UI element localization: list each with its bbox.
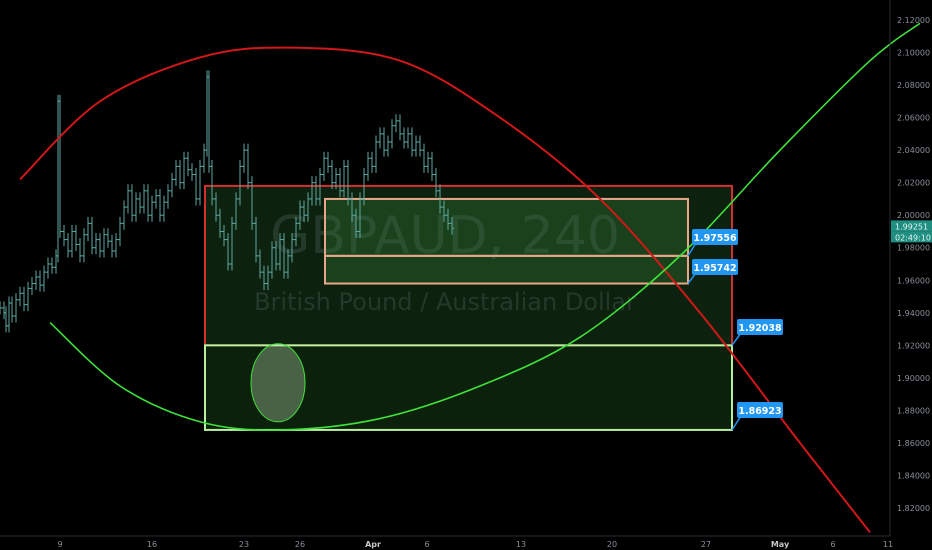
price-label-connector: [731, 415, 742, 431]
time-axis[interactable]: 9 16 23 26 Apr 6 13 20 27 May 6 11: [0, 535, 893, 549]
watermark-description-text: British Pound / Australian Dollar: [254, 288, 636, 316]
arc-drawings: [19, 22, 921, 534]
time-tick-label: May: [771, 540, 790, 549]
candlestick-series: [0, 70, 454, 333]
target-ellipse: [250, 343, 306, 423]
last-price-text: 1.99251: [895, 222, 928, 231]
price-label-connector: [731, 332, 742, 346]
price-tick-label: 1.84000: [897, 471, 930, 480]
price-label-box: [737, 319, 783, 335]
price-tick-label: 1.86000: [897, 439, 930, 448]
price-tick-label: 1.90000: [897, 374, 930, 383]
time-tick-label: 26: [295, 540, 305, 549]
price-axis[interactable]: 2.12000 2.10000 2.08000 2.06000 2.04000 2.020…: [889, 0, 932, 536]
price-tick-label: 1.98000: [897, 244, 930, 253]
zone-rect-2: [324, 197, 689, 257]
price-tick-label: 2.04000: [897, 146, 930, 155]
price-tick-label: 2.10000: [897, 49, 930, 58]
time-tick-label: Apr: [365, 540, 381, 549]
price-tick-label: 1.92000: [897, 341, 930, 350]
time-tick-label: 13: [516, 540, 526, 549]
time-tick-label: 23: [239, 540, 249, 549]
price-label-text: 1.95742: [693, 263, 736, 274]
price-label-text: 1.92038: [738, 323, 782, 334]
time-tick-label: 20: [607, 540, 617, 549]
countdown-text: 02:49:10: [895, 233, 931, 242]
time-tick-label: 6: [830, 540, 835, 549]
green-arc: [49, 22, 921, 431]
price-label-connector: [687, 242, 697, 257]
price-label-text: 1.86923: [738, 406, 781, 417]
countdown-badge: [891, 231, 932, 243]
price-label-box: [692, 229, 738, 245]
price-tick-label: 1.96000: [897, 276, 930, 285]
zone-rect-3: [324, 254, 689, 285]
price-tick-label: 2.00000: [897, 211, 930, 220]
price-label-box: [737, 402, 783, 418]
time-tick-label: 16: [147, 540, 157, 549]
price-tick-label: 2.12000: [897, 16, 930, 25]
price-label-text: 1.97556: [693, 233, 737, 244]
price-labels: 1.97556 1.95742 1.92038 1.86923: [687, 229, 783, 431]
time-tick-label: 6: [424, 540, 429, 549]
last-price-badge: [891, 220, 932, 232]
price-tick-label: 1.82000: [897, 504, 930, 513]
time-tick-label: 11: [883, 540, 893, 549]
time-tick-label: 9: [57, 540, 62, 549]
red-arc: [19, 46, 871, 534]
price-tick-label: 2.06000: [897, 114, 930, 123]
price-tick-label: 2.02000: [897, 179, 930, 188]
price-tick-label: 1.88000: [897, 406, 930, 415]
time-tick-label: 27: [701, 540, 711, 549]
price-label-box: [692, 259, 738, 275]
price-tick-label: 1.94000: [897, 309, 930, 318]
price-tick-label: 2.08000: [897, 81, 930, 90]
